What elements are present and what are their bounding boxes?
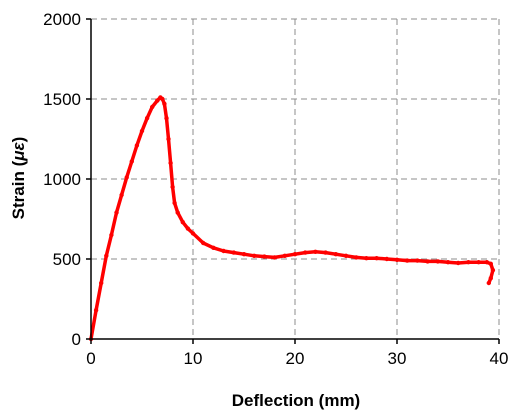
data-point <box>180 220 185 225</box>
data-point <box>282 253 287 258</box>
data-point <box>134 143 140 148</box>
x-axis-title: Deflection (mm) <box>232 391 360 410</box>
data-point <box>104 253 109 258</box>
data-point <box>155 98 160 103</box>
data-point <box>99 280 104 286</box>
data-point <box>124 175 129 180</box>
y-tick-label: 0 <box>72 330 81 349</box>
data-point <box>364 256 369 261</box>
x-tick-label: 10 <box>184 349 203 368</box>
data-point <box>162 101 167 107</box>
x-tick-label: 30 <box>388 349 407 368</box>
data-point <box>292 252 298 257</box>
x-tick-label: 40 <box>490 349 509 368</box>
data-point <box>466 260 471 265</box>
data-point <box>374 256 379 261</box>
data-point <box>175 210 180 215</box>
data-point <box>170 184 175 190</box>
y-axis-title-suffix: ) <box>9 137 28 143</box>
data-point <box>211 245 216 250</box>
data-point <box>313 249 318 254</box>
data-point <box>166 136 171 142</box>
data-point <box>343 253 349 258</box>
data-point <box>160 96 165 102</box>
data-point <box>486 280 491 286</box>
data-point <box>164 116 169 121</box>
y-tick-label: 2000 <box>43 10 81 29</box>
data-point <box>185 226 191 231</box>
data-point <box>114 210 119 215</box>
data-point <box>333 252 338 257</box>
data-point <box>456 260 461 266</box>
data-point <box>231 250 236 255</box>
axes <box>86 18 500 344</box>
data-point <box>323 250 328 255</box>
grid-lines <box>91 18 500 339</box>
x-tick-labels: 0 10 20 30 40 <box>86 349 508 368</box>
data-point <box>488 261 493 266</box>
data-point <box>168 160 173 166</box>
data-point <box>488 276 493 281</box>
x-tick-label: 0 <box>86 349 95 368</box>
data-point <box>415 258 420 263</box>
data-point <box>435 259 440 264</box>
data-point <box>139 128 145 134</box>
data-point <box>190 231 196 236</box>
data-point <box>394 257 400 262</box>
data-point <box>93 308 99 313</box>
y-tick-label: 1500 <box>43 90 81 109</box>
data-point <box>484 260 489 265</box>
data-point <box>119 192 124 198</box>
x-tick-label: 20 <box>286 349 305 368</box>
data-point <box>303 250 308 255</box>
y-axis-title-symbol: με <box>9 141 28 161</box>
data-point <box>150 104 155 110</box>
data-point <box>490 268 496 273</box>
data-point <box>252 253 257 258</box>
data-point <box>272 255 277 260</box>
y-axis-title-prefix: Strain ( <box>9 160 28 219</box>
series-strain <box>88 95 496 342</box>
data-point <box>476 260 481 265</box>
y-tick-label: 1000 <box>43 170 81 189</box>
data-point <box>129 159 134 164</box>
y-tick-label: 500 <box>53 250 81 269</box>
data-point <box>109 232 114 238</box>
data-point <box>445 260 451 265</box>
data-point <box>405 258 410 263</box>
data-point <box>241 252 247 257</box>
data-point <box>144 116 150 121</box>
data-point <box>262 254 267 259</box>
data-point <box>172 200 177 206</box>
series-line <box>89 95 495 341</box>
y-tick-labels: 0 500 1000 1500 2000 <box>43 10 81 349</box>
data-point <box>201 240 206 246</box>
data-point <box>221 248 226 254</box>
data-point <box>384 256 389 262</box>
y-axis-title: Strain (με) <box>9 137 28 220</box>
data-point <box>354 255 359 260</box>
data-point <box>425 259 430 264</box>
